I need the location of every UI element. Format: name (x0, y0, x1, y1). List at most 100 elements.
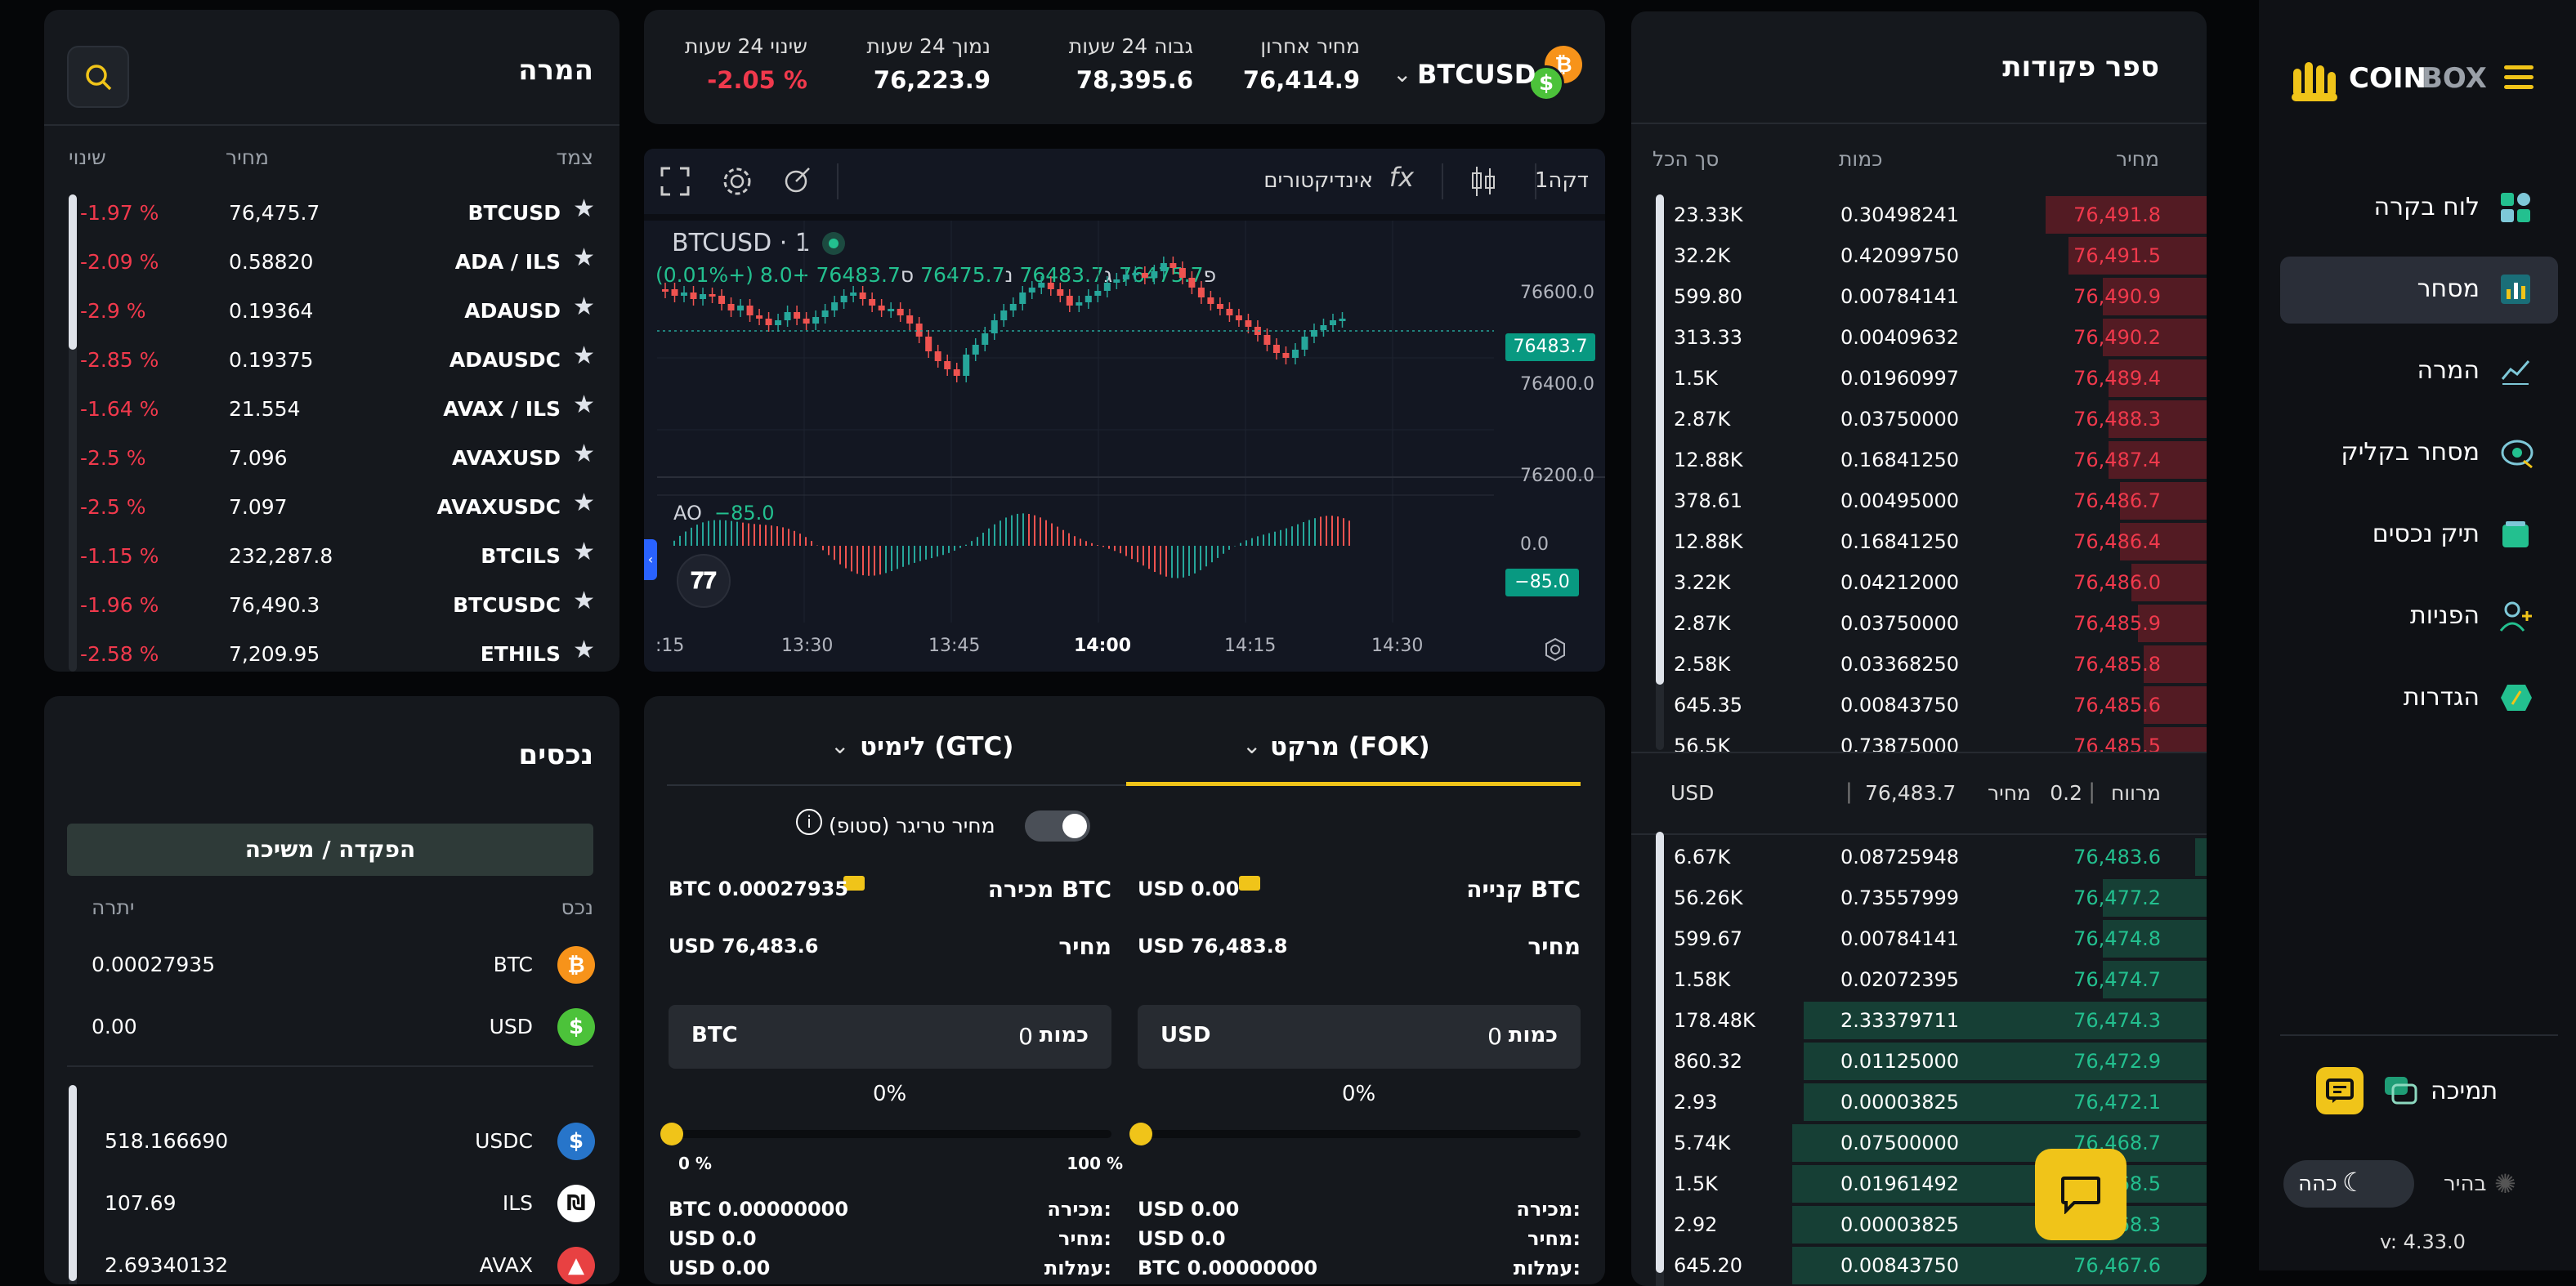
star-icon[interactable]: ★ (573, 292, 595, 321)
asset-row[interactable]: ▲ AVAX 2.69340132 (44, 1242, 619, 1284)
orderbook-row[interactable]: 76,487.4 0.16841250 12.88K (1631, 440, 2207, 480)
sidebar-item-add-user[interactable]: הפניות (2280, 583, 2558, 650)
tradingview-logo[interactable]: 𝟕𝟕 (677, 554, 731, 608)
orderbook-row[interactable]: 76,477.2 0.73557999 56.26K (1631, 877, 2207, 918)
interval-button[interactable]: 1דקה (1534, 168, 1589, 193)
depth-bar (2120, 482, 2207, 520)
star-icon[interactable]: ★ (573, 342, 595, 370)
orderbook-row[interactable]: 76,488.3 0.03750000 2.87K (1631, 399, 2207, 440)
convert-row[interactable]: ★ AVAXUSDC 7.097 -2.5 % (44, 482, 619, 531)
orderbook-row[interactable]: 76,486.4 0.16841250 12.88K (1631, 521, 2207, 562)
chart-gear-icon[interactable] (1543, 637, 1568, 662)
trigger-label: מחיר טריגר (סטופ) (829, 814, 995, 837)
sidebar-item-convert[interactable]: המרה (2280, 338, 2558, 405)
orderbook-row[interactable]: 76,485.8 0.03368250 2.58K (1631, 644, 2207, 685)
star-icon[interactable]: ★ (573, 243, 595, 272)
assets-scrollbar[interactable] (69, 1085, 77, 1284)
convert-pair: ETHILS (480, 642, 561, 666)
trigger-toggle[interactable] (1025, 810, 1090, 842)
sell-slider-handle[interactable] (660, 1123, 683, 1145)
orderbook-row[interactable]: 76,486.0 0.04212000 3.22K (1631, 562, 2207, 603)
orderbook-row[interactable]: 76,486.7 0.00495000 378.61 (1631, 480, 2207, 521)
sidebar-item-label: מסחר בקליק (2341, 438, 2480, 467)
ob-amount: 0.07500000 (1840, 1132, 1960, 1154)
orderbook-row[interactable]: 76,483.6 0.08725948 6.67K (1631, 837, 2207, 877)
asset-row[interactable]: ₿ BTC 0.00027935 (44, 941, 619, 990)
function-fx-icon[interactable]: fx (1389, 162, 1414, 193)
indicators-button[interactable]: אינדיקטורים (1263, 168, 1373, 193)
brand-logo[interactable]: COIN BOX (2292, 59, 2487, 101)
sell-qty-input[interactable]: כמות 0 BTC (669, 1005, 1111, 1069)
deposit-withdraw-button[interactable]: הפקדה / משיכה (67, 824, 593, 876)
theme-dark-option[interactable]: ☾ כהה (2283, 1160, 2414, 1208)
sidebar-item-settings[interactable]: הגדרות (2280, 665, 2558, 732)
buy-slider[interactable] (1129, 1121, 1581, 1145)
convert-row[interactable]: ★ AVAX / ILS 21.554 -1.64 % (44, 384, 619, 433)
star-icon[interactable]: ★ (573, 440, 595, 468)
orderbook-row[interactable]: 76,490.9 0.00784141 599.80 (1631, 276, 2207, 317)
ob-total: 599.67 (1674, 927, 1742, 950)
sell-slider[interactable] (660, 1121, 1111, 1145)
support-button[interactable]: תמיכה (2316, 1067, 2537, 1121)
asset-row[interactable]: $ USD 0.00 (44, 1003, 619, 1052)
convert-change: -2.09 % (80, 250, 159, 274)
add-user-icon (2499, 600, 2535, 634)
info-icon[interactable]: i (796, 809, 822, 835)
tab-limit[interactable]: לימיט (GTC) ⌄ (667, 696, 1126, 786)
star-icon[interactable]: ★ (573, 587, 595, 615)
convert-row[interactable]: ★ BTCUSD 76,475.7 -1.97 % (44, 188, 619, 237)
convert-row[interactable]: ★ ADAUSD 0.19364 -2.9 % (44, 286, 619, 335)
fullscreen-icon[interactable] (660, 167, 690, 196)
floating-chat-button[interactable] (2035, 1149, 2127, 1240)
orderbook-row[interactable]: 76,491.5 0.42099750 32.2K (1631, 235, 2207, 276)
convert-row[interactable]: ★ ADAUSDC 0.19375 -2.85 % (44, 335, 619, 384)
orderbook-row[interactable]: 76,472.9 0.01125000 860.32 (1631, 1041, 2207, 1082)
buy-slider-handle[interactable] (1129, 1123, 1152, 1145)
asset-row[interactable]: $ USDC 518.166690 (44, 1118, 619, 1167)
sidebar-item-trade-chart[interactable]: מסחר (2280, 257, 2558, 324)
sidebar-item-wallet[interactable]: תיק נכסים (2280, 502, 2558, 569)
orderbook-row[interactable]: 76,474.7 0.02072395 1.58K (1631, 959, 2207, 1000)
search-button[interactable] (67, 46, 129, 108)
orderbook-row[interactable]: 76,485.6 0.00843750 645.35 (1631, 685, 2207, 726)
star-icon[interactable]: ★ (573, 391, 595, 419)
spread-label: מרווח (2110, 781, 2161, 805)
convert-row[interactable]: ★ BTCILS 232,287.8 -1.15 % (44, 531, 619, 580)
chart-sidebar-handle[interactable]: ‹ (644, 539, 657, 580)
drawing-tool-icon[interactable] (781, 165, 814, 198)
orderbook-row[interactable]: 76,474.3 2.33379711 178.48K (1631, 1000, 2207, 1041)
orderbook-row[interactable]: 76,485.9 0.03750000 2.87K (1631, 603, 2207, 644)
chart-settings-icon[interactable] (721, 165, 754, 198)
tab-market[interactable]: מרקט (FOK) ⌄ (1126, 696, 1581, 786)
orderbook-row[interactable]: 76,489.4 0.01960997 1.5K (1631, 358, 2207, 399)
sidebar-item-dashboard[interactable]: לוח בקרה (2280, 175, 2558, 242)
convert-scrollbar[interactable] (69, 194, 77, 672)
orderbook-row[interactable]: 76,491.8 0.30498241 23.33K (1631, 194, 2207, 235)
pair-selector[interactable]: ₿ $ BTCUSD ⌄ (1393, 46, 1589, 111)
orderbook-row[interactable]: 76,472.1 0.00003825 2.93 (1631, 1082, 2207, 1123)
spread-value: 0.2 (2050, 781, 2082, 805)
convert-row[interactable]: ★ BTCUSDC 76,490.3 -1.96 % (44, 580, 619, 629)
star-icon[interactable]: ★ (573, 194, 595, 223)
convert-row[interactable]: ★ ADA / ILS 0.58820 -2.09 % (44, 237, 619, 286)
sidebar-item-click-trade[interactable]: מסחר בקליק (2280, 420, 2558, 487)
star-icon[interactable]: ★ (573, 489, 595, 517)
convert-row[interactable]: ★ AVAXUSD 7.096 -2.5 % (44, 433, 619, 482)
ob-total: 32.2K (1674, 244, 1731, 267)
orderbook-row[interactable]: 76,474.8 0.00784141 599.67 (1631, 918, 2207, 959)
brand-name-b: BOX (2422, 62, 2487, 95)
menu-icon[interactable] (2504, 65, 2534, 90)
star-icon[interactable]: ★ (573, 538, 595, 566)
orderbook-row[interactable]: 76,490.2 0.00409632 313.33 (1631, 317, 2207, 358)
star-icon[interactable]: ★ (573, 636, 595, 664)
buy-qty-input[interactable]: כמות 0 USD (1138, 1005, 1581, 1069)
orderbook-row[interactable]: 76,467.6 0.00843750 645.20 (1631, 1245, 2207, 1286)
asks-scrollbar[interactable] (1656, 194, 1664, 750)
convert-row[interactable]: ★ ETHILS 7,209.95 -2.58 % (44, 629, 619, 672)
candlestick-chart[interactable] (644, 214, 1605, 672)
orderbook-row[interactable]: 76,485.5 0.73875000 56.5K (1631, 726, 2207, 753)
theme-toggle[interactable]: ☾ כהה ✺ בהיר (2283, 1160, 2553, 1208)
candles-icon[interactable] (1469, 165, 1497, 198)
asset-row[interactable]: ₪ ILS 107.69 (44, 1180, 619, 1229)
bids-scrollbar[interactable] (1656, 832, 1664, 1286)
